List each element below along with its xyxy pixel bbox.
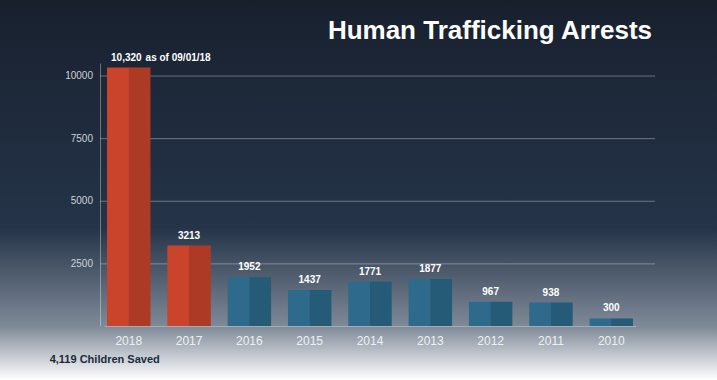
x-tick: 2012 bbox=[477, 334, 504, 348]
data-label: 967 bbox=[482, 286, 499, 297]
data-label: 300 bbox=[603, 302, 620, 313]
bar bbox=[167, 246, 210, 326]
bar-shade bbox=[551, 303, 573, 326]
chart: 2500500075001000020182017201620152014201… bbox=[0, 0, 717, 380]
data-label: 938 bbox=[543, 287, 560, 298]
annotation: 4,119 Children Saved bbox=[50, 353, 160, 365]
bar-shade bbox=[430, 279, 452, 326]
grid-line bbox=[100, 201, 655, 202]
y-axis: 2500 5000 7500 10000 bbox=[65, 64, 655, 327]
x-tick: 2010 bbox=[598, 334, 625, 348]
bar bbox=[409, 279, 452, 326]
data-label: 1952 bbox=[238, 261, 261, 272]
bar bbox=[107, 68, 150, 326]
x-tick: 2013 bbox=[417, 334, 444, 348]
x-tick-label: 2013 bbox=[417, 334, 444, 348]
y-tick-label: 2500 bbox=[71, 258, 94, 269]
x-axis-line bbox=[105, 326, 637, 327]
y-tick-label: 7500 bbox=[71, 133, 94, 144]
bar-shade bbox=[370, 282, 392, 326]
x-tick: 2014 bbox=[357, 334, 384, 348]
bar bbox=[529, 303, 572, 326]
bar-shade bbox=[491, 302, 513, 326]
y-tick: 10000 bbox=[65, 70, 655, 81]
x-tick-label: 2014 bbox=[357, 334, 384, 348]
bar bbox=[348, 282, 391, 326]
x-axis: 2018 2017 2016 2015 2014 2013 2012 2011 2010 bbox=[105, 327, 637, 348]
y-tick: 5000 bbox=[71, 195, 655, 206]
data-label: 1771 bbox=[359, 266, 382, 277]
background bbox=[0, 0, 717, 380]
x-tick-label: 2016 bbox=[236, 334, 263, 348]
x-tick: 2016 bbox=[236, 334, 263, 348]
x-tick-label: 2010 bbox=[598, 334, 625, 348]
y-tick: 7500 bbox=[71, 133, 655, 144]
bar-shade bbox=[189, 246, 211, 326]
x-tick-label: 2018 bbox=[115, 334, 142, 348]
bar-shade bbox=[129, 68, 151, 326]
data-label: 10,320 bbox=[111, 52, 142, 63]
bar bbox=[590, 318, 633, 326]
bar bbox=[228, 277, 271, 326]
title: Human Trafficking Arrests bbox=[328, 15, 652, 45]
grid-line bbox=[100, 138, 655, 139]
x-tick: 2017 bbox=[176, 334, 203, 348]
y-tick-label: 5000 bbox=[71, 195, 94, 206]
data-label: 1877 bbox=[419, 263, 442, 274]
x-tick: 2011 bbox=[538, 334, 564, 348]
x-tick: 2015 bbox=[296, 334, 323, 348]
y-axis-line bbox=[100, 64, 101, 327]
data-label: 3213 bbox=[178, 230, 201, 241]
grid-line bbox=[100, 76, 655, 77]
y-tick-label: 10000 bbox=[65, 70, 93, 81]
x-tick-label: 2012 bbox=[477, 334, 504, 348]
x-tick-label: 2011 bbox=[538, 334, 564, 348]
bar-shade bbox=[310, 290, 332, 326]
bars bbox=[107, 68, 633, 326]
bar bbox=[469, 302, 512, 326]
annotation: as of 09/01/18 bbox=[146, 52, 211, 63]
x-tick-label: 2017 bbox=[176, 334, 203, 348]
bar-shade bbox=[611, 318, 633, 326]
data-label: 1437 bbox=[299, 274, 322, 285]
data-labels: 10,320 as of 09/01/18 3213 1952 1437 1771 1877… bbox=[111, 52, 620, 314]
x-tick-label: 2015 bbox=[296, 334, 323, 348]
bar bbox=[288, 290, 331, 326]
x-tick: 2018 bbox=[115, 334, 142, 348]
bar-shade bbox=[249, 277, 271, 326]
